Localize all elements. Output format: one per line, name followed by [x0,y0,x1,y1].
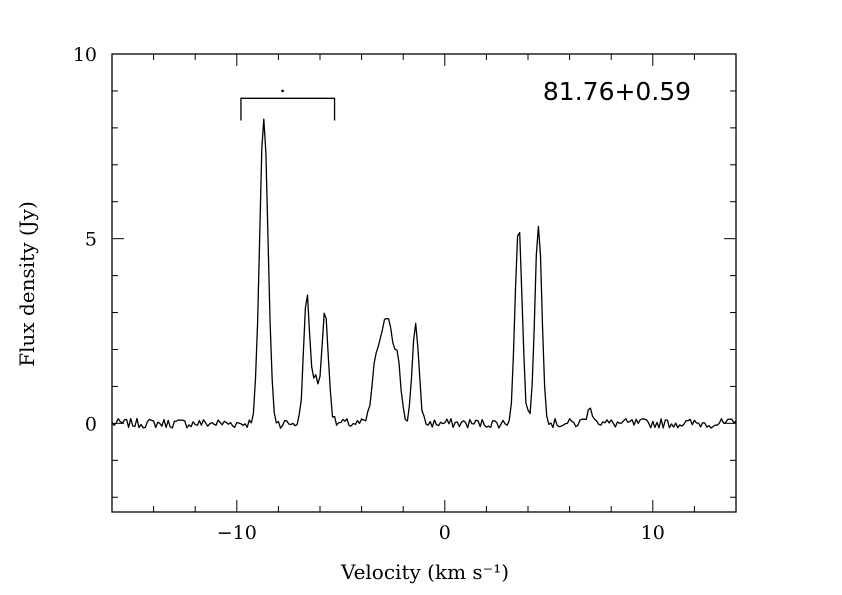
minor-ticks [111,54,737,512]
x-tick-label: 10 [641,522,665,544]
major-ticks [112,53,736,512]
y-tick-label: 5 [85,229,97,251]
x-tick-label: −10 [217,522,257,544]
spectrum-line [111,118,737,429]
source-label: 81.76+0.59 [543,77,691,106]
y-tick-label: 0 [85,413,97,435]
plot-frame [111,53,737,513]
annotation-bracket [240,97,336,121]
x-axis-label: Velocity (km s⁻¹) [340,560,509,584]
annotation-dot [281,89,284,93]
tick-labels: −10 0 10 0 5 10 [73,44,665,544]
y-tick-label: 10 [73,44,97,66]
annotations [240,89,336,121]
x-tick-label: 0 [439,522,451,544]
y-axis-label: Flux density (Jy) [15,201,39,367]
